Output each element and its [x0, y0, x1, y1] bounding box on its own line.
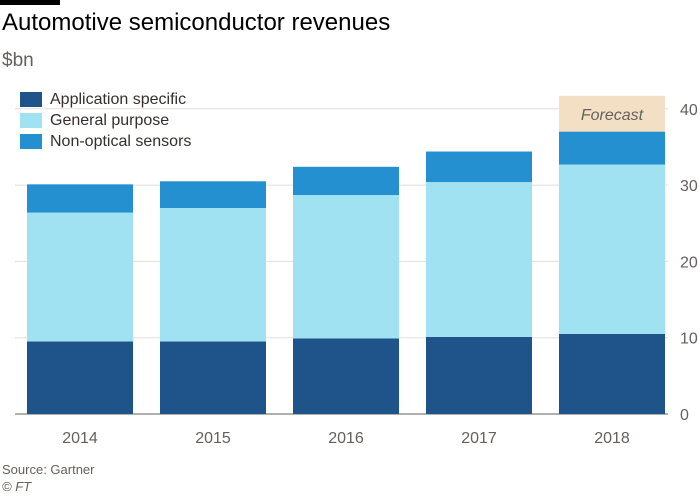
bar-2017-application-specific — [426, 336, 532, 414]
legend-item-non-optical-sensors: Non-optical sensors — [20, 131, 191, 152]
y-tick-label-20: 20 — [680, 254, 698, 271]
y-tick-label-10: 10 — [680, 331, 698, 348]
x-tick-label-2015: 2015 — [195, 430, 231, 447]
forecast-band — [559, 95, 665, 132]
bar-2017-non-optical-sensors — [426, 151, 532, 183]
forecast-label: Forecast — [581, 107, 644, 124]
bar-2017-general-purpose — [426, 182, 532, 337]
brand-bar — [0, 0, 60, 5]
legend-item-general-purpose: General purpose — [20, 110, 191, 131]
bar-2015-general-purpose — [160, 207, 266, 342]
y-tick-label-0: 0 — [680, 407, 689, 424]
y-tick-label-30: 30 — [680, 178, 698, 195]
legend-swatch-non-optical-sensors — [20, 134, 42, 149]
x-tick-label-2017: 2017 — [461, 430, 497, 447]
legend-swatch-application-specific — [20, 92, 42, 107]
legend-label-general-purpose: General purpose — [50, 111, 170, 129]
bar-2016-application-specific — [293, 338, 399, 414]
bar-2018-non-optical-sensors — [559, 131, 665, 165]
y-tick-label-40: 40 — [680, 102, 698, 119]
bar-2014-application-specific — [27, 341, 133, 414]
bar-2014-non-optical-sensors — [27, 184, 133, 213]
legend-label-application-specific: Application specific — [50, 90, 187, 108]
source-note: Source: Gartner — [2, 462, 95, 477]
credit-note: © FT — [2, 479, 32, 494]
chart-title: Automotive semiconductor revenues — [2, 9, 391, 36]
bar-2018-general-purpose — [559, 164, 665, 334]
bar-2015-application-specific — [160, 341, 266, 414]
legend-item-application-specific: Application specific — [20, 89, 191, 110]
legend-label-non-optical-sensors: Non-optical sensors — [50, 132, 192, 150]
unit-label: $bn — [2, 50, 34, 71]
x-tick-label-2016: 2016 — [328, 430, 364, 447]
bar-2016-general-purpose — [293, 195, 399, 339]
legend-swatch-general-purpose — [20, 113, 42, 128]
x-tick-label-2014: 2014 — [62, 430, 98, 447]
legend: Application specific General purpose Non… — [20, 89, 191, 152]
bar-2014-general-purpose — [27, 212, 133, 342]
bar-2018-application-specific — [559, 333, 665, 414]
bar-2016-non-optical-sensors — [293, 166, 399, 196]
x-tick-label-2018: 2018 — [594, 430, 630, 447]
bar-2015-non-optical-sensors — [160, 181, 266, 208]
